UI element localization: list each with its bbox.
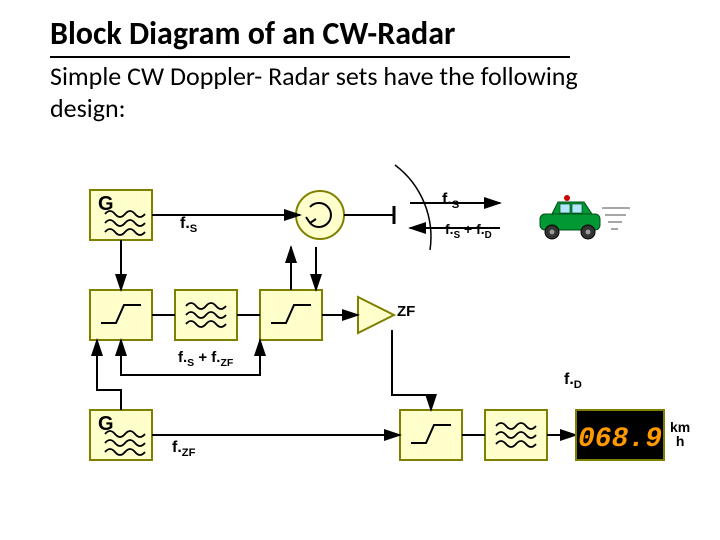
block-m1 [90,290,152,340]
label-fsfzf: f.S + f.ZF [178,350,233,369]
diagram-canvas: G G 068.9 [0,0,720,540]
antenna-arc [395,165,431,250]
block-g2: G [90,410,152,460]
label-fs_top: f.S [442,192,459,211]
label-zf: ZF [397,304,415,319]
circulator [296,191,344,239]
block-osc2 [485,410,547,460]
block-m3 [400,410,462,460]
label-fs_mid: f.S [180,216,197,235]
svg-text:068.9: 068.9 [578,424,662,455]
block-g1: G [90,190,152,240]
label-fzf: f.ZF [172,440,195,459]
car-icon [540,195,630,239]
label-fd: f.D [564,372,582,391]
block-osc1 [175,290,237,340]
zf-amp [358,297,394,333]
label-fsfd: f.S + f.D [445,222,492,241]
block-m2 [260,290,322,340]
label-kmh: kmh [670,420,690,448]
